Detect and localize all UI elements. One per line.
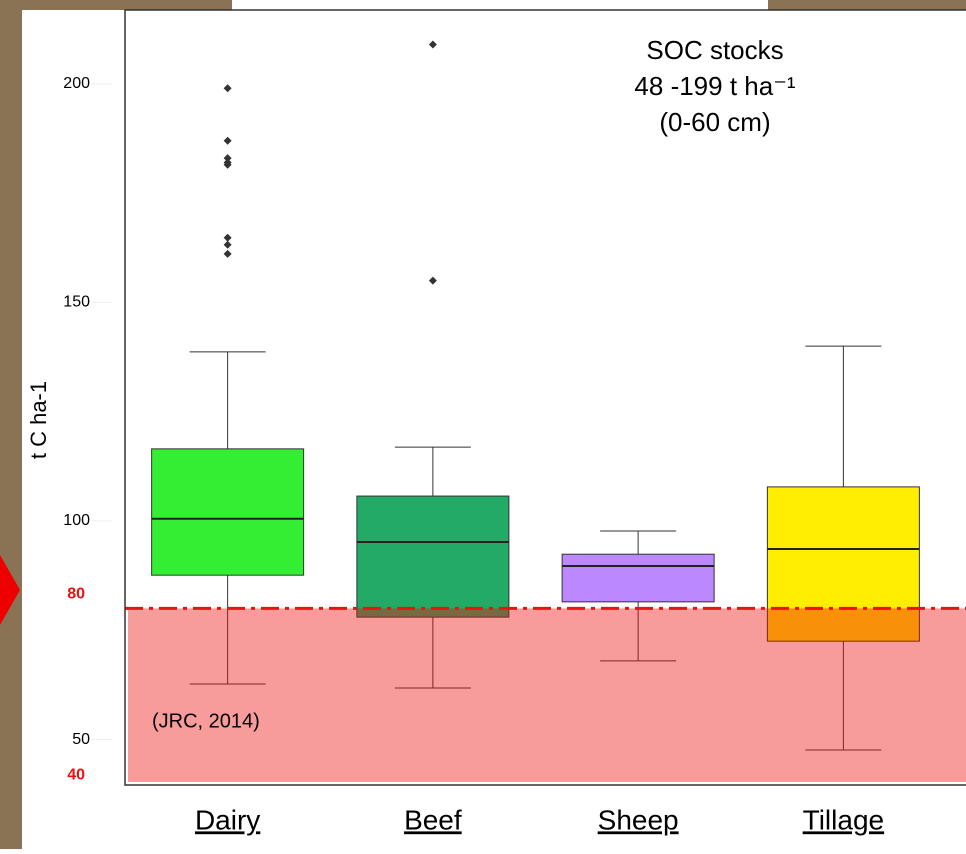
annotation: 48 -199 t ha⁻¹ bbox=[634, 71, 795, 101]
outlier bbox=[223, 240, 232, 249]
annotation: SOC stocks bbox=[646, 35, 783, 65]
annotation: (0-60 cm) bbox=[659, 107, 770, 137]
background-strip bbox=[0, 0, 22, 849]
floor-label: 40 bbox=[67, 766, 85, 783]
y-tick-label: 150 bbox=[63, 294, 90, 311]
plot-frame bbox=[124, 9, 966, 786]
panel bbox=[22, 10, 966, 849]
outlier bbox=[428, 276, 437, 285]
background-strip bbox=[0, 0, 232, 10]
box bbox=[151, 448, 305, 576]
outlier bbox=[223, 136, 232, 145]
arrow bbox=[0, 555, 20, 625]
y-tick-label: 200 bbox=[63, 75, 90, 92]
outlier bbox=[428, 40, 437, 49]
box bbox=[356, 495, 510, 618]
threshold-label: 80 bbox=[67, 586, 85, 603]
background-strip bbox=[768, 0, 966, 10]
outlier bbox=[223, 249, 232, 258]
box bbox=[766, 486, 920, 642]
outlier bbox=[223, 84, 232, 93]
threshold-zone bbox=[128, 608, 966, 782]
source-note: (JRC, 2014) bbox=[152, 710, 260, 732]
box bbox=[561, 553, 715, 603]
y-axis-label: t C ha-1 bbox=[26, 381, 51, 459]
outlier bbox=[223, 160, 232, 169]
x-tick-label: Dairy bbox=[195, 804, 260, 835]
y-tick-label: 50 bbox=[72, 731, 90, 748]
x-tick-label: Tillage bbox=[803, 804, 884, 835]
y-tick-label: 100 bbox=[63, 512, 90, 529]
outlier bbox=[223, 233, 232, 242]
x-tick-label: Beef bbox=[404, 804, 462, 835]
x-tick-label: Sheep bbox=[598, 804, 679, 835]
outlier bbox=[223, 154, 232, 163]
